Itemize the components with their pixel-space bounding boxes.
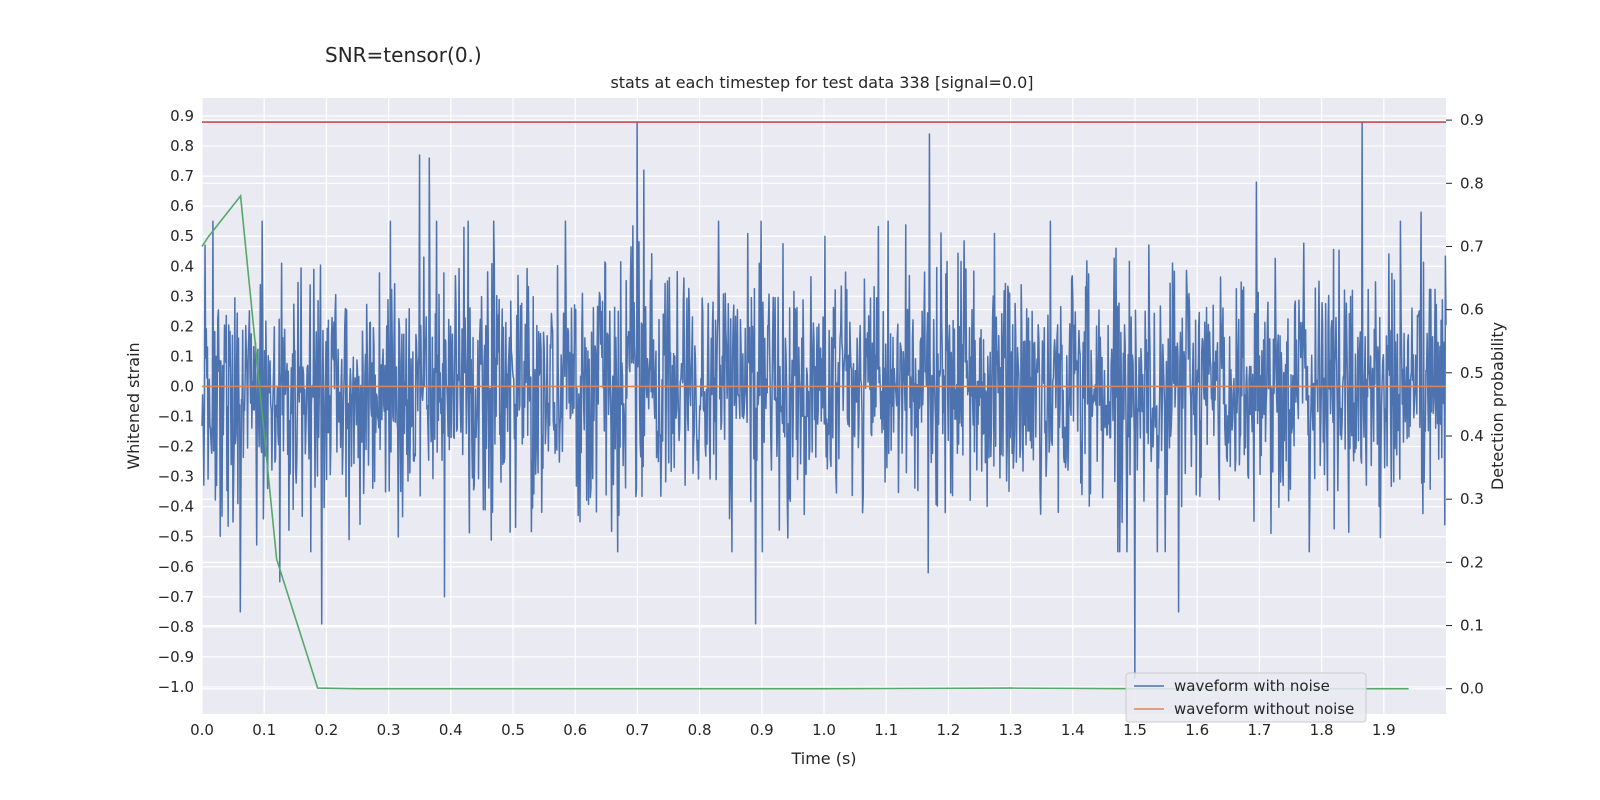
- y-tick-label: −0.8: [158, 618, 194, 636]
- y-tick-label: −0.4: [158, 498, 194, 516]
- x-tick-label: 1.9: [1372, 721, 1396, 739]
- x-tick-label: 1.7: [1247, 721, 1271, 739]
- y-tick-label: −0.6: [158, 558, 194, 576]
- x-tick-label: 1.4: [1061, 721, 1085, 739]
- x-tick-label: 0.7: [625, 721, 649, 739]
- x-tick-labels: 0.0 0.1 0.2 0.3 0.4 0.5 0.6 0.7 0.8 0.9 1.0 1.1 1.2 1…: [190, 721, 1396, 739]
- legend: waveform with noise waveform without noi…: [1125, 672, 1367, 723]
- y-tick-label: 0.0: [170, 377, 194, 395]
- y-tick-label: −0.1: [158, 408, 194, 426]
- y-right-tick-label: 0.7: [1460, 237, 1484, 255]
- y-tick-label: 0.2: [170, 317, 194, 335]
- y-right-tick-label: 0.3: [1460, 490, 1484, 508]
- series-layer: [201, 121, 1447, 690]
- y-tick-label: −0.3: [158, 468, 194, 486]
- y-tick-label: 0.5: [170, 227, 194, 245]
- x-tick-label: 0.0: [190, 721, 214, 739]
- y-tick-label: −0.2: [158, 438, 194, 456]
- x-tick-label: 1.6: [1185, 721, 1209, 739]
- y-tick-label: −0.9: [158, 648, 194, 666]
- y-tick-label: −1.0: [158, 678, 194, 696]
- x-tick-label: 0.2: [314, 721, 338, 739]
- y-right-tick-label: 0.1: [1460, 617, 1484, 635]
- x-tick-label: 1.5: [1123, 721, 1147, 739]
- y-tick-labels: 0.9 0.8 0.7 0.6 0.5 0.4 0.3 0.2 0.1 0.0 −0.1 −0.2 −0…: [158, 107, 194, 696]
- y-tick-label: 0.7: [170, 167, 194, 185]
- y-right-tick-label: 0.4: [1460, 427, 1484, 445]
- y-tick-label: 0.8: [170, 137, 194, 155]
- y-tick-label: 0.1: [170, 347, 194, 365]
- suptitle: SNR=tensor(0.): [325, 43, 482, 67]
- legend-box: [1125, 672, 1367, 723]
- x-axis-label: Time (s): [790, 749, 856, 768]
- y-tick-label: 0.9: [170, 107, 194, 125]
- x-tick-label: 1.3: [999, 721, 1023, 739]
- y-right-tick-label: 0.0: [1460, 680, 1484, 698]
- y-right-tick-label: 0.9: [1460, 111, 1484, 129]
- legend-label-noise: waveform with noise: [1174, 677, 1330, 695]
- y-right-tick-label: 0.2: [1460, 553, 1484, 571]
- y-tick-label: 0.6: [170, 197, 194, 215]
- series-detection-probability: [201, 193, 1409, 690]
- y-axis-label: Whitened strain: [124, 342, 143, 469]
- x-tick-label: 1.8: [1310, 721, 1334, 739]
- y-tick-label: 0.4: [170, 257, 194, 275]
- x-tick-label: 1.0: [812, 721, 836, 739]
- y-tick-label: −0.7: [158, 588, 194, 606]
- y-right-tick-labels: 0.9 0.8 0.7 0.6 0.5 0.4 0.3 0.2 0.1 0.0: [1446, 111, 1484, 698]
- x-tick-label: 0.1: [252, 721, 276, 739]
- y-tick-label: −0.5: [158, 528, 194, 546]
- x-tick-label: 0.9: [750, 721, 774, 739]
- x-tick-label: 1.1: [874, 721, 898, 739]
- y-right-tick-label: 0.5: [1460, 364, 1484, 382]
- x-tick-label: 0.8: [688, 721, 712, 739]
- legend-label-clean: waveform without noise: [1174, 700, 1354, 718]
- y-right-tick-label: 0.8: [1460, 174, 1484, 192]
- x-tick-label: 0.3: [377, 721, 401, 739]
- plot-title: stats at each timestep for test data 338…: [610, 73, 1033, 92]
- x-tick-label: 0.5: [501, 721, 525, 739]
- x-tick-label: 0.4: [439, 721, 463, 739]
- y-tick-label: 0.3: [170, 287, 194, 305]
- y-right-tick-label: 0.6: [1460, 301, 1484, 319]
- series-waveform-with-noise: [201, 121, 1447, 679]
- y-right-axis-label: Detection probability: [1488, 322, 1507, 490]
- x-tick-label: 1.2: [936, 721, 960, 739]
- x-tick-label: 0.6: [563, 721, 587, 739]
